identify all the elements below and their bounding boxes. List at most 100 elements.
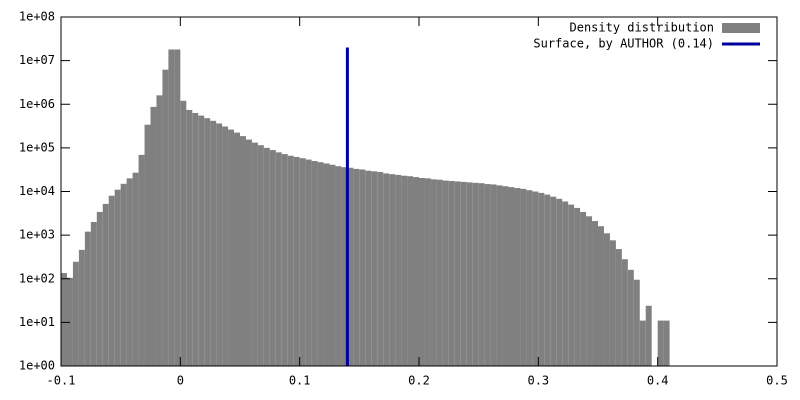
histogram-bar bbox=[550, 196, 557, 366]
histogram-bar bbox=[114, 189, 121, 366]
histogram-bar bbox=[568, 204, 575, 366]
histogram-bar bbox=[532, 191, 539, 366]
histogram-bar bbox=[639, 320, 646, 366]
histogram-bar bbox=[454, 181, 461, 366]
histogram-bar bbox=[353, 168, 360, 366]
histogram-bar bbox=[61, 273, 67, 366]
histogram-bar bbox=[609, 240, 616, 366]
histogram-bar bbox=[287, 155, 294, 366]
histogram-bar bbox=[150, 106, 157, 366]
histogram-bar bbox=[395, 174, 402, 366]
histogram-bar bbox=[466, 182, 473, 366]
histogram-bar bbox=[263, 147, 270, 366]
legend-swatch bbox=[722, 23, 760, 33]
histogram-bar bbox=[627, 269, 634, 366]
histogram-bar bbox=[108, 195, 115, 366]
histogram-bar bbox=[186, 109, 193, 366]
histogram-bar bbox=[90, 221, 97, 366]
histogram-bar bbox=[251, 142, 258, 366]
y-tick-label: 1e+02 bbox=[19, 271, 55, 285]
histogram-bar bbox=[293, 156, 300, 366]
y-tick-label: 1e+04 bbox=[19, 184, 55, 198]
histogram-bar bbox=[144, 124, 151, 366]
histogram-bar bbox=[96, 211, 103, 366]
histogram-bar bbox=[192, 112, 199, 366]
histogram-bar bbox=[323, 163, 330, 366]
histogram-bar bbox=[377, 171, 384, 366]
y-tick-label: 1e+07 bbox=[19, 53, 55, 67]
histogram-bar bbox=[102, 203, 109, 366]
histogram-bar bbox=[281, 154, 288, 366]
histogram-bar bbox=[592, 221, 598, 366]
histogram-bar bbox=[347, 167, 354, 366]
x-tick-label: 0 bbox=[177, 374, 184, 388]
histogram-bar bbox=[520, 188, 527, 366]
histogram-bar bbox=[180, 100, 187, 366]
y-tick-label: 1e+05 bbox=[19, 140, 55, 154]
histogram-bar bbox=[621, 259, 628, 366]
y-tick-label: 1e+03 bbox=[19, 228, 55, 242]
histogram-bar bbox=[436, 179, 443, 366]
histogram-bar bbox=[198, 115, 205, 366]
histogram-bar bbox=[126, 178, 133, 366]
histogram-bar bbox=[383, 173, 390, 366]
histogram-bar bbox=[305, 159, 312, 366]
histogram-bar bbox=[245, 139, 252, 366]
histogram-bar bbox=[657, 320, 664, 366]
histogram-bar bbox=[430, 179, 437, 366]
y-tick-label: 1e+00 bbox=[19, 359, 55, 373]
histogram-bar bbox=[359, 169, 366, 366]
histogram-bar bbox=[168, 49, 175, 366]
y-tick-label: 1e+01 bbox=[19, 315, 55, 329]
histogram-bar bbox=[586, 216, 593, 366]
x-tick-label: 0.5 bbox=[766, 374, 788, 388]
histogram-bar bbox=[299, 158, 306, 366]
histogram-bar bbox=[615, 249, 622, 366]
histogram-bar bbox=[341, 167, 348, 366]
histogram-bar bbox=[562, 201, 569, 366]
histogram-bar bbox=[544, 194, 551, 366]
histogram-bar bbox=[645, 305, 652, 366]
histogram-bar bbox=[389, 174, 396, 366]
histogram-bar bbox=[222, 126, 229, 366]
x-tick-label: 0.2 bbox=[408, 374, 430, 388]
histogram-bar bbox=[72, 261, 79, 366]
x-tick-label: 0.3 bbox=[527, 374, 549, 388]
x-tick-label: -0.1 bbox=[47, 374, 76, 388]
histogram-bar bbox=[514, 188, 521, 366]
histogram-bar bbox=[502, 186, 509, 366]
histogram-bar bbox=[556, 198, 563, 366]
histogram-bar bbox=[633, 279, 640, 366]
histogram-bar bbox=[574, 207, 581, 366]
histogram-bar bbox=[508, 187, 515, 366]
histogram-bar bbox=[526, 190, 533, 366]
histogram-bar bbox=[234, 132, 240, 366]
histogram-bar bbox=[275, 152, 282, 366]
histogram-bar bbox=[424, 178, 431, 366]
histogram-bar bbox=[472, 182, 479, 366]
histogram-bar bbox=[401, 175, 408, 366]
histogram-bar bbox=[484, 184, 491, 366]
histogram-bar bbox=[317, 162, 324, 366]
legend-label: Surface, by AUTHOR (0.14) bbox=[533, 37, 714, 51]
histogram-bar bbox=[460, 181, 467, 366]
histogram-bar bbox=[413, 177, 419, 366]
histogram-bar bbox=[580, 211, 587, 366]
histogram-bar bbox=[174, 49, 181, 366]
histogram-bar bbox=[329, 164, 336, 366]
histogram-bar bbox=[138, 154, 145, 366]
histogram-bar bbox=[228, 129, 235, 366]
histogram-bar bbox=[442, 180, 449, 366]
histogram-bar bbox=[663, 320, 670, 366]
histogram-bar bbox=[120, 183, 127, 366]
y-tick-label: 1e+08 bbox=[19, 10, 55, 24]
histogram-bar bbox=[478, 183, 485, 366]
histogram-bar bbox=[419, 177, 425, 366]
histogram-bar bbox=[538, 192, 545, 366]
histogram-bar bbox=[216, 123, 223, 367]
histogram-bar bbox=[269, 150, 276, 366]
histogram-bar bbox=[371, 171, 378, 366]
histogram-bar bbox=[448, 181, 455, 366]
x-tick-label: 0.1 bbox=[289, 374, 311, 388]
histogram-bar bbox=[84, 231, 91, 366]
